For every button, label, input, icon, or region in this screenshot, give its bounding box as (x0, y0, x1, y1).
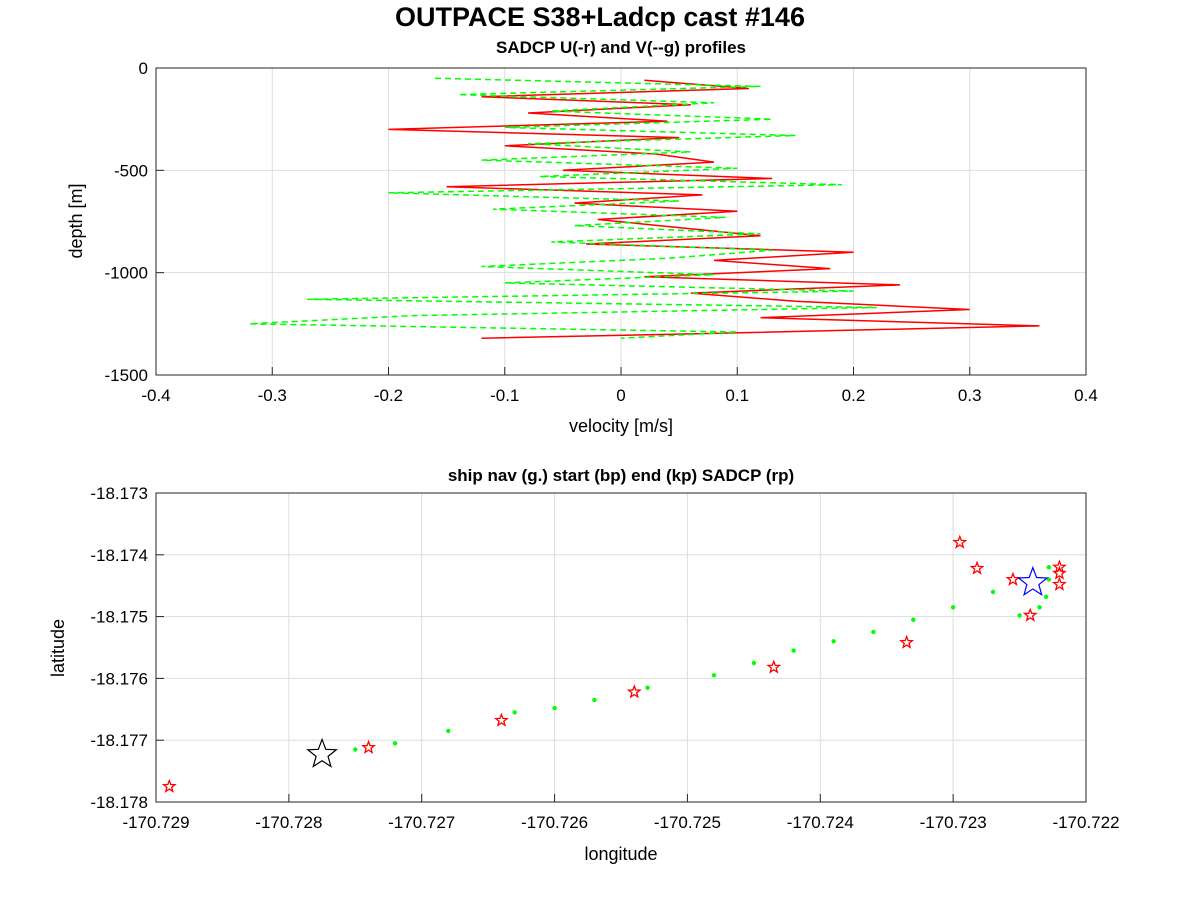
sadcp-star-marker (1051, 565, 1067, 580)
nav-x-tick-label: -170.724 (787, 813, 854, 832)
profile-y-tick-label: -1500 (105, 366, 148, 385)
ship-nav-point (990, 589, 996, 595)
nav-ticks: -170.729 -170.728 -170.727 -170.726 -170.725… (90, 484, 1119, 832)
sadcp-star-marker (626, 684, 642, 699)
profile-x-tick-label: -0.1 (490, 386, 519, 405)
ship-nav-point (950, 605, 956, 610)
nav-x-tick-label: -170.727 (388, 813, 455, 832)
ship-nav-point (871, 629, 876, 635)
ship-nav-point (1037, 605, 1042, 610)
ship-nav-point (392, 741, 398, 746)
ship-nav-point (645, 685, 650, 690)
profile-x-tick-label: 0.1 (725, 386, 749, 405)
nav-xlabel: longitude (584, 844, 657, 864)
nav-y-tick-label: -18.177 (90, 731, 148, 750)
ship-nav-point (446, 728, 451, 734)
profile-y-tick-label: 0 (139, 59, 148, 78)
sadcp-star-marker (493, 712, 509, 727)
nav-y-tick-label: -18.175 (90, 608, 148, 627)
ship-nav-point (1046, 577, 1052, 582)
sadcp-star-marker (1005, 571, 1021, 586)
profile-plot-title: SADCP U(-r) and V(--g) profiles (496, 38, 746, 57)
profile-x-tick-label: -0.2 (374, 386, 403, 405)
start-star-marker (1016, 565, 1049, 597)
profile-x-tick-label: -0.4 (141, 386, 170, 405)
nav-grid (155, 492, 1087, 803)
ship-nav-point (592, 697, 597, 703)
nav-x-tick-label: -170.729 (122, 813, 189, 832)
nav-y-tick-label: -18.178 (90, 793, 148, 812)
sadcp-star-marker (361, 739, 377, 754)
sadcp-star-marker (952, 534, 968, 549)
profile-data (248, 77, 1040, 339)
profile-y-tick-label: -500 (114, 161, 148, 180)
profile-y-tick-label: -1000 (105, 264, 148, 283)
nav-plot-title: ship nav (g.) start (bp) end (kp) SADCP … (448, 466, 794, 485)
nav-x-tick-label: -170.725 (654, 813, 721, 832)
velocity-profile-plot: SADCP U(-r) and V(--g) profiles -0.4 -0.3… (66, 38, 1098, 436)
nav-ylabel: latitude (48, 619, 68, 677)
sadcp-star-marker (1051, 559, 1067, 574)
ship-nav-point (911, 617, 916, 622)
ship-nav-point (512, 710, 517, 715)
ship-nav-point (831, 639, 836, 644)
figure-title: OUTPACE S38+Ladcp cast #146 (395, 2, 805, 32)
nav-x-tick-label: -170.726 (521, 813, 588, 832)
v-velocity-line (248, 77, 877, 339)
nav-y-tick-label: -18.174 (90, 546, 148, 565)
ship-nav-point (791, 648, 796, 653)
end-star-marker (306, 737, 338, 768)
profile-x-tick-label: 0 (616, 386, 625, 405)
profile-x-tick-label: 0.2 (842, 386, 866, 405)
nav-data (161, 534, 1067, 793)
profile-ticks: -0.4 -0.3 -0.2 -0.1 0 0.1 0.2 0.3 0.4 0 -500 -1000 -… (105, 59, 1098, 405)
ship-nav-point (711, 673, 717, 678)
profile-ylabel: depth [m] (66, 183, 86, 258)
nav-x-tick-label: -170.722 (1052, 813, 1119, 832)
profile-xlabel: velocity [m/s] (569, 416, 673, 436)
sadcp-star-marker (969, 560, 985, 575)
u-velocity-line (388, 79, 1040, 339)
sadcp-star-marker (1022, 607, 1038, 622)
sadcp-star-marker (1051, 576, 1067, 591)
profile-x-tick-label: -0.3 (258, 386, 287, 405)
profile-x-tick-label: 0.4 (1074, 386, 1098, 405)
ship-nav-point (552, 705, 557, 711)
ship-nav-point (751, 660, 757, 666)
ship-nav-point (1017, 613, 1022, 618)
ship-nav-point (1046, 565, 1052, 570)
ship-nav-plot: ship nav (g.) start (bp) end (kp) SADCP … (48, 466, 1120, 864)
ship-nav-point (1043, 594, 1049, 599)
sadcp-star-marker (899, 634, 915, 649)
profile-x-tick-label: 0.3 (958, 386, 982, 405)
nav-axes-box (155, 492, 1087, 803)
nav-y-tick-label: -18.176 (90, 669, 148, 688)
ship-nav-point (353, 747, 358, 752)
nav-x-tick-label: -170.728 (255, 813, 322, 832)
sadcp-star-marker (766, 659, 782, 674)
nav-x-tick-label: -170.723 (920, 813, 987, 832)
nav-y-tick-label: -18.173 (90, 484, 148, 503)
sadcp-star-marker (161, 778, 177, 793)
